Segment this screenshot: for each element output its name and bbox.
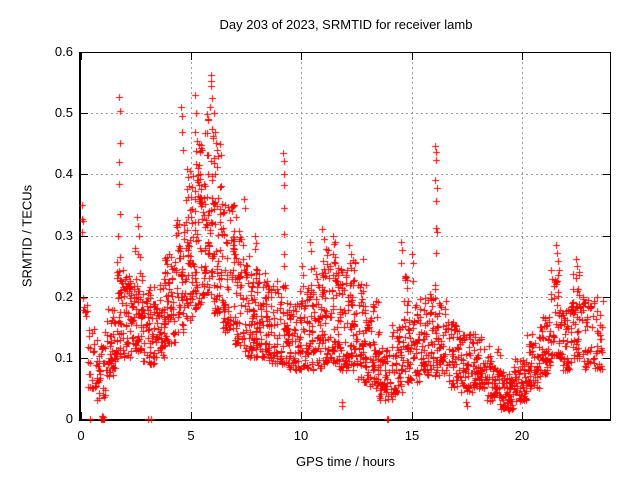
scatter-points-canvas: [0, 0, 640, 480]
chart-figure: Day 203 of 2023, SRMTID for receiver lam…: [0, 0, 640, 480]
